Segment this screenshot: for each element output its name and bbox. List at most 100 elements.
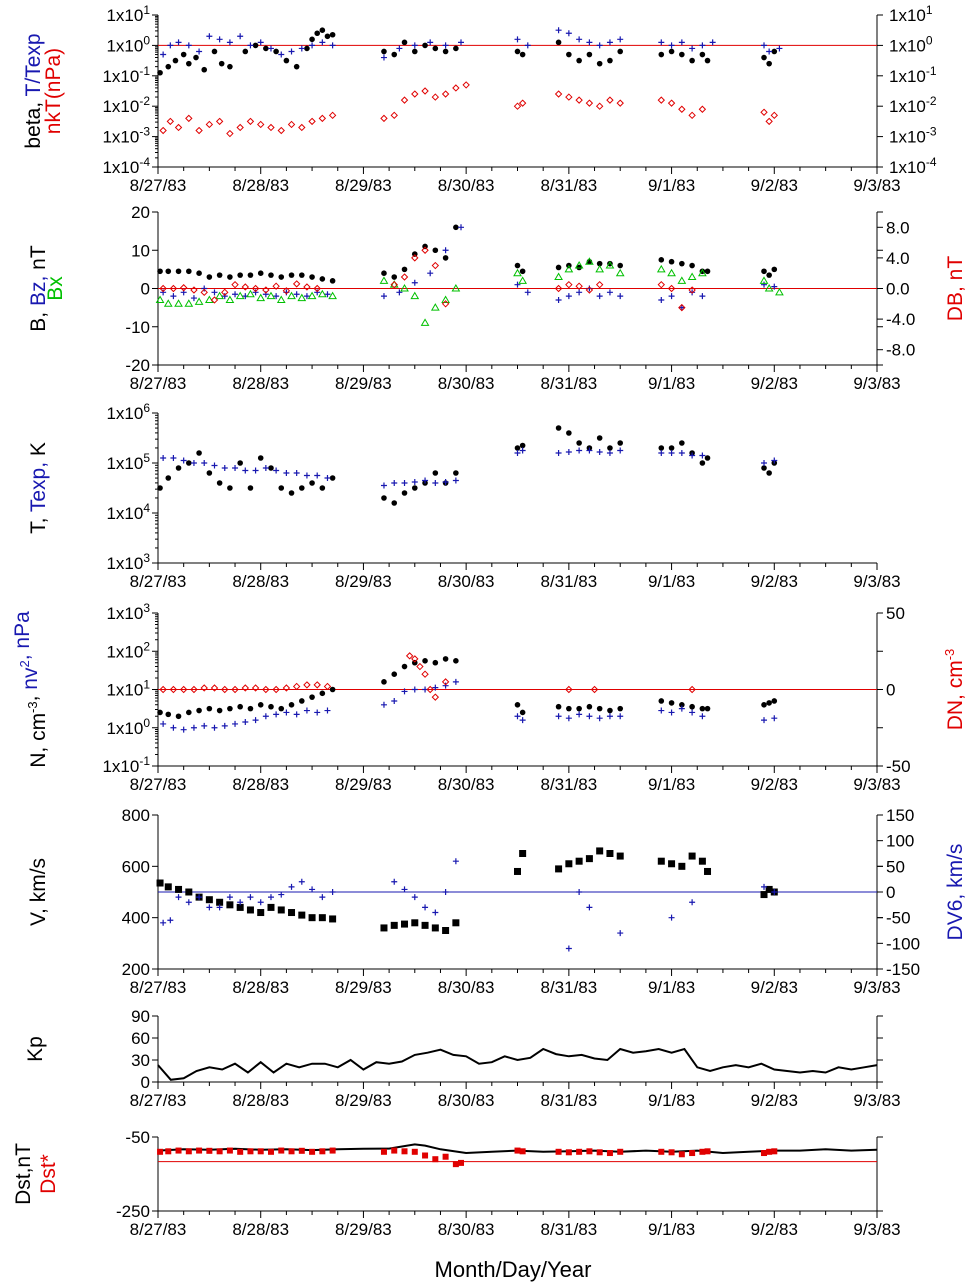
- panel-dst: 8/27/83 8/28/83 8/29/83 8/30/83 8/31/83 9/1/8…: [12, 1128, 901, 1239]
- data-point: [169, 685, 178, 694]
- y-tick-label: -10: [125, 318, 150, 337]
- data-point: [218, 60, 225, 67]
- data-point: [309, 274, 315, 280]
- data-point: [309, 42, 316, 49]
- x-tick-label: 8/31/83: [540, 572, 597, 591]
- y-tick-label-right: 50: [886, 857, 905, 876]
- data-point: [329, 278, 336, 284]
- data-point: [565, 1149, 572, 1156]
- data-point: [381, 679, 387, 685]
- data-point: [514, 450, 521, 456]
- y-tick-label-right: -50: [886, 909, 911, 928]
- data-point: [379, 276, 389, 284]
- data-point: [607, 57, 613, 64]
- data-point: [157, 268, 163, 275]
- data-point: [179, 284, 188, 292]
- x-tick-label: 8/28/83: [232, 775, 289, 794]
- data-point: [519, 709, 526, 716]
- data-point: [221, 722, 228, 729]
- data-point: [242, 719, 249, 726]
- data-point: [159, 284, 167, 293]
- y-tick-label-right: -100: [886, 934, 920, 953]
- data-point: [299, 485, 305, 491]
- data-point: [257, 1148, 264, 1155]
- x-tick-label: 9/1/83: [648, 775, 695, 794]
- data-point: [400, 284, 409, 292]
- data-point: [247, 894, 254, 901]
- data-point: [678, 304, 685, 311]
- data-point: [431, 261, 440, 270]
- data-point: [595, 280, 604, 289]
- data-point: [458, 224, 465, 231]
- data-point: [555, 713, 562, 720]
- data-point: [432, 480, 439, 486]
- data-point: [391, 274, 398, 280]
- data-point: [175, 894, 182, 901]
- data-point: [771, 266, 778, 273]
- data-point: [172, 57, 179, 64]
- data-point: [396, 289, 403, 296]
- y-axis-label-part: Bx: [44, 276, 67, 301]
- data-point: [565, 30, 572, 37]
- data-point: [396, 45, 403, 52]
- data-point: [175, 885, 183, 893]
- data-point: [658, 1148, 665, 1155]
- data-point: [699, 293, 706, 300]
- data-point: [689, 452, 696, 459]
- data-point: [411, 48, 418, 55]
- x-tick-label: 8/31/83: [540, 978, 597, 997]
- data-point: [770, 111, 778, 120]
- x-tick-label: 8/29/83: [335, 1220, 392, 1239]
- data-point: [596, 435, 603, 441]
- data-point: [586, 703, 593, 710]
- data-point: [452, 919, 460, 927]
- data-point: [299, 272, 305, 278]
- x-tick-label: 9/3/83: [853, 572, 900, 591]
- data-point: [771, 283, 778, 290]
- panel-speed: 8/27/83 8/28/83 8/29/83 8/30/83 8/31/83 9/1/8…: [27, 806, 967, 997]
- data-point: [458, 39, 465, 46]
- data-point: [595, 264, 605, 273]
- data-point: [206, 1147, 213, 1154]
- data-point: [186, 268, 192, 275]
- data-point: [319, 27, 326, 33]
- data-point: [432, 659, 439, 666]
- data-point: [668, 258, 675, 265]
- data-point: [441, 678, 450, 686]
- data-point: [329, 915, 337, 923]
- data-point: [221, 288, 229, 297]
- x-tick-label: 8/31/83: [540, 1220, 597, 1239]
- data-point: [657, 96, 666, 104]
- data-point: [317, 289, 327, 298]
- data-point: [432, 684, 439, 691]
- data-point: [575, 96, 583, 104]
- panel-density: 8/27/83 8/28/83 8/29/83 8/30/83 8/31/83 9/1/8…: [11, 601, 967, 794]
- data-point: [764, 284, 774, 292]
- data-point: [596, 293, 603, 300]
- data-point: [771, 715, 778, 722]
- data-point: [679, 260, 685, 267]
- data-point: [442, 255, 449, 261]
- data-point: [231, 685, 239, 694]
- data-point: [453, 658, 459, 664]
- data-point: [323, 682, 332, 691]
- data-point: [319, 276, 326, 282]
- data-point: [658, 707, 665, 714]
- x-tick-label: 8/29/83: [335, 775, 392, 794]
- y-tick-label-right: -8.0: [886, 341, 915, 360]
- data-point: [251, 284, 260, 293]
- data-point: [595, 102, 604, 110]
- x-tick-label: 9/3/83: [853, 1220, 900, 1239]
- y-tick-label: 0: [141, 280, 150, 299]
- data-point: [766, 60, 772, 67]
- x-tick-label: 9/2/83: [751, 775, 798, 794]
- data-point: [263, 45, 269, 52]
- x-tick-label: 8/30/83: [438, 374, 495, 393]
- data-point: [585, 99, 594, 107]
- data-point: [678, 705, 685, 712]
- y-tick-label: -250: [116, 1202, 150, 1221]
- data-point: [524, 289, 531, 296]
- series-black: [157, 224, 778, 284]
- data-point: [596, 1149, 603, 1156]
